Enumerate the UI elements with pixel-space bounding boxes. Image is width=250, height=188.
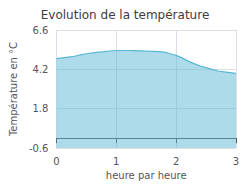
svg-text:6.6: 6.6	[33, 25, 49, 36]
svg-text:4.2: 4.2	[33, 64, 49, 75]
svg-text:heure par heure: heure par heure	[106, 170, 187, 181]
svg-text:1: 1	[113, 156, 119, 167]
svg-text:Température en °C: Température en °C	[8, 42, 19, 137]
svg-text:Evolution de la température: Evolution de la température	[41, 8, 210, 22]
svg-text:-0.6: -0.6	[29, 143, 49, 154]
svg-text:1.8: 1.8	[33, 103, 49, 114]
svg-text:2: 2	[173, 156, 179, 167]
svg-text:3: 3	[233, 156, 239, 167]
svg-text:0: 0	[53, 156, 59, 167]
